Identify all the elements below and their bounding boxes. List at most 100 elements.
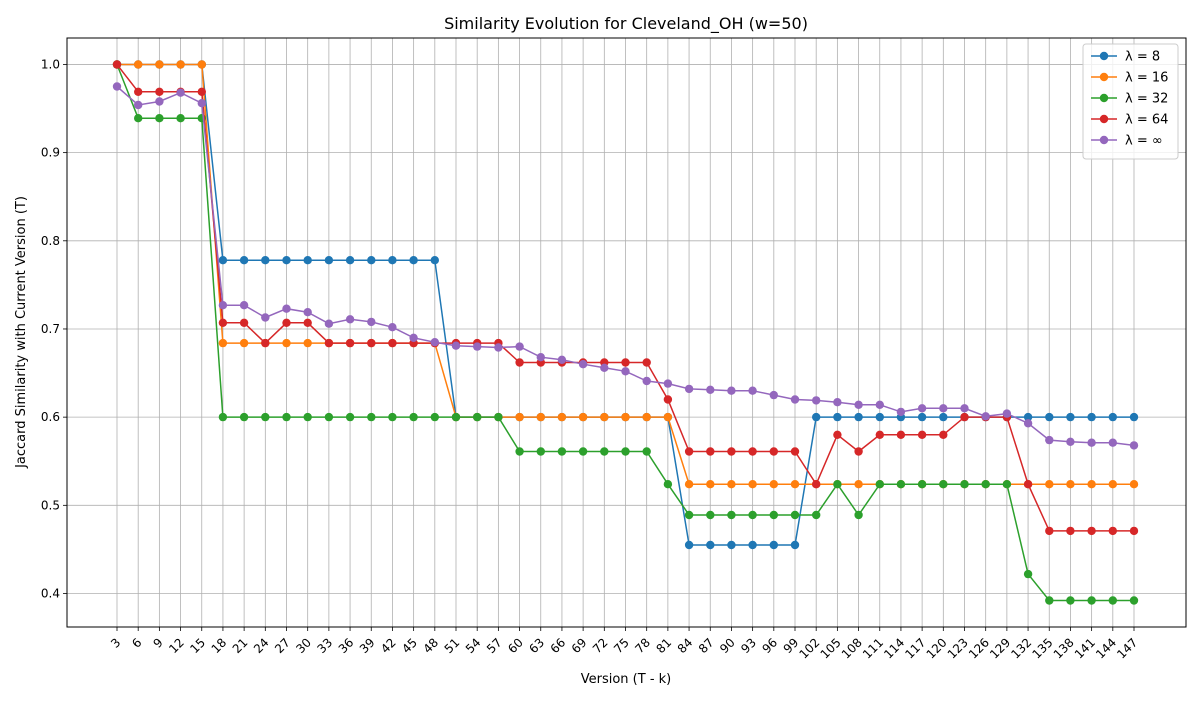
data-point [261,412,270,422]
data-point [282,412,291,422]
data-point [600,412,609,422]
data-point [812,412,821,422]
data-point [748,386,757,395]
data-point [557,412,567,422]
data-point [727,447,736,456]
plot-area [67,38,1186,627]
data-point [960,480,969,489]
data-point [134,60,143,69]
data-point [409,256,418,265]
data-point [706,385,715,394]
data-point [706,510,715,520]
data-point [1129,412,1139,422]
legend-marker [1099,72,1109,82]
data-point [155,114,164,123]
data-point [345,338,355,348]
data-point [536,412,545,422]
data-point [875,430,884,439]
data-point [239,301,249,310]
data-point [621,412,630,422]
data-point [684,540,694,550]
data-point [536,353,545,362]
data-point [790,540,800,550]
data-point [854,510,863,520]
data-point [748,447,757,456]
data-point [1108,438,1118,447]
data-point [112,82,122,91]
data-point [727,480,736,489]
data-point [197,60,206,69]
data-point [1023,412,1033,422]
legend-item: λ = 8 [1091,50,1160,65]
data-point [367,317,376,327]
data-point [430,338,439,347]
data-point [663,379,673,388]
data-point [388,323,397,332]
data-point [621,367,630,376]
legend-marker [1099,114,1109,124]
data-point [854,480,863,489]
data-point [578,412,588,422]
legend-item: λ = ∞ [1091,134,1163,149]
data-point [197,87,206,97]
legend-item: λ = 32 [1091,92,1168,107]
data-point [663,395,673,404]
data-point [917,430,927,439]
data-point [1108,596,1118,605]
data-point [388,412,397,422]
data-point [642,358,651,367]
data-point [917,480,927,489]
data-point [917,412,927,422]
data-point [218,412,228,422]
data-point [833,412,842,422]
data-point [536,447,545,456]
data-point [1129,526,1139,536]
y-tick-label: 0.7 [41,322,60,336]
data-point [134,100,143,110]
data-point [515,412,524,422]
data-point [451,341,461,350]
x-gridlines [116,38,1135,627]
data-point [854,447,863,456]
data-point [727,386,736,395]
data-point [1129,596,1139,605]
data-point [600,447,609,456]
data-point [303,308,312,317]
y-tick-label: 0.4 [41,586,60,600]
data-point [875,412,884,422]
data-point [1045,480,1054,489]
data-point [960,412,969,422]
y-tick-label: 1.0 [41,57,60,71]
legend-label: λ = 64 [1125,113,1168,128]
data-point [1002,409,1012,418]
data-point [324,412,334,422]
series-5 [112,82,1139,450]
data-point [748,480,757,489]
data-point [282,318,291,327]
data-point [197,99,206,108]
data-point [1066,412,1075,422]
data-point [854,400,863,409]
data-point [261,313,270,322]
legend-item: λ = 16 [1091,71,1168,86]
data-point [917,404,927,413]
data-point [134,87,143,97]
data-point [663,412,673,422]
data-point [960,404,969,413]
y-tick-label: 0.5 [41,498,60,512]
data-point [896,407,906,417]
data-point [515,342,524,351]
data-point [684,480,694,489]
data-point [1066,596,1075,605]
data-point [282,304,291,313]
data-point [239,338,249,348]
x-axis-label: Version (T - k) [581,672,672,687]
data-point [684,384,694,394]
data-point [134,114,143,123]
data-point [176,114,185,123]
data-point [812,510,821,520]
data-point [388,256,397,265]
data-point [854,412,863,422]
y-axis-label: Jaccard Similarity with Current Version … [14,196,29,469]
